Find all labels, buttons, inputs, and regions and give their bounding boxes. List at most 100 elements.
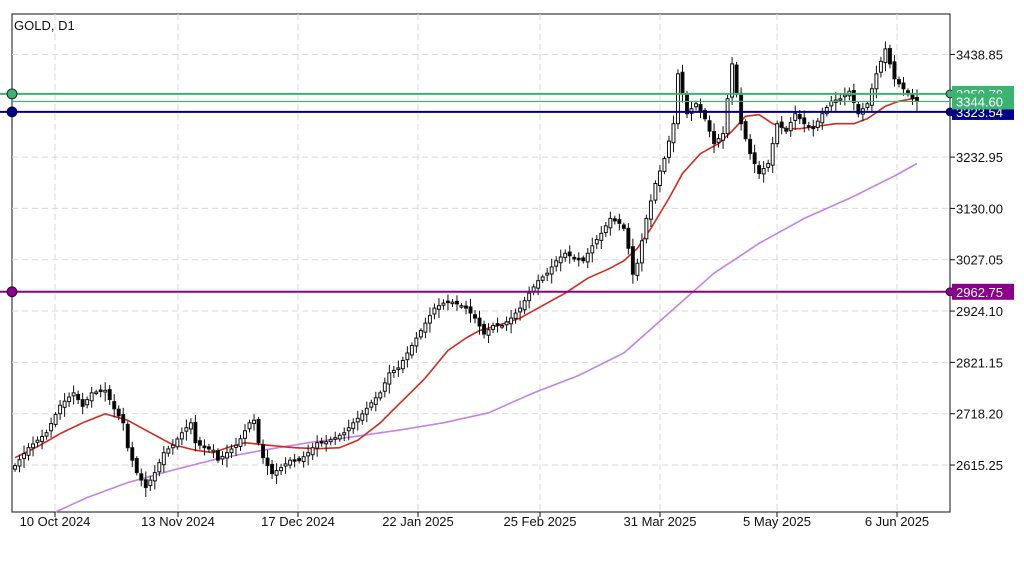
candle — [563, 249, 568, 262]
candle — [265, 449, 270, 476]
candle — [148, 475, 153, 491]
candle — [509, 309, 514, 334]
candle-body — [621, 224, 626, 229]
candle — [644, 214, 649, 244]
candle-body — [364, 407, 369, 415]
candle — [734, 61, 739, 98]
candle — [838, 94, 843, 105]
horizontal-line-handle[interactable] — [6, 286, 18, 298]
candle-body — [666, 140, 671, 158]
horizontal-line-handle[interactable] — [6, 88, 18, 100]
plot-area — [11, 13, 951, 513]
candle-body — [423, 322, 428, 333]
candle-body — [901, 82, 906, 90]
candle — [125, 421, 130, 452]
candle-body — [391, 369, 396, 374]
horizontal-line-handle[interactable] — [6, 106, 18, 118]
candle — [874, 65, 879, 99]
candle-body — [585, 252, 590, 263]
candle — [310, 443, 315, 460]
candlesticks — [13, 41, 919, 498]
candle-body — [757, 165, 762, 175]
candle-body — [865, 103, 870, 109]
x-tick-label: 22 Jan 2025 — [382, 514, 454, 529]
candle — [468, 298, 473, 323]
candle — [80, 392, 85, 415]
y-axis: 3438.85 3232.95 3130.00 3027.05 2924.10 2821.… — [950, 47, 1003, 473]
candle — [306, 444, 311, 466]
candle-body — [761, 168, 766, 175]
candle — [193, 414, 198, 452]
candle-body — [247, 422, 252, 430]
candle — [459, 303, 464, 309]
candle-body — [342, 432, 347, 436]
candle — [779, 116, 784, 135]
candle — [441, 299, 446, 310]
candle — [49, 417, 54, 438]
candle-body — [896, 79, 901, 85]
candle-body — [486, 329, 491, 336]
candle — [639, 233, 644, 272]
candle-body — [626, 227, 631, 249]
candle — [67, 392, 72, 407]
candle — [901, 77, 906, 96]
chart-title: GOLD, D1 — [14, 18, 75, 33]
candle-body — [328, 439, 333, 443]
candle-body — [252, 419, 256, 425]
candle — [576, 252, 581, 267]
candle-body — [211, 449, 216, 453]
candle — [351, 418, 356, 434]
candle — [315, 435, 320, 457]
candle-body — [53, 413, 58, 425]
candle-body — [76, 393, 81, 401]
candle — [486, 323, 491, 344]
candle-body — [337, 434, 342, 440]
gridlines — [12, 14, 950, 512]
candle — [58, 400, 63, 420]
candle-body — [676, 73, 680, 125]
candle-body — [522, 300, 527, 311]
candle-body — [856, 103, 861, 115]
candle-body — [554, 260, 559, 267]
candle — [26, 443, 31, 461]
y-tick-label: 2718.20 — [956, 407, 1003, 422]
candle — [626, 223, 631, 255]
candle-body — [878, 60, 883, 73]
candle — [337, 432, 342, 442]
x-axis: 10 Oct 2024 13 Nov 2024 17 Dec 2024 22 Jan … — [20, 512, 929, 529]
candle — [558, 249, 563, 272]
candle-body — [319, 441, 324, 444]
candle-body — [193, 421, 198, 444]
candle-body — [414, 337, 419, 347]
candle — [22, 445, 26, 468]
candle — [612, 215, 617, 225]
candle-body — [869, 88, 874, 106]
candle-body — [513, 312, 518, 319]
candle-body — [545, 272, 550, 276]
candle-body — [315, 442, 320, 449]
horizontal-lines — [0, 88, 955, 298]
candle — [567, 245, 572, 264]
candle-body — [26, 447, 31, 456]
candle-body — [608, 217, 613, 229]
candle — [89, 386, 94, 408]
candle — [666, 135, 671, 164]
candle — [450, 299, 455, 308]
candle-body — [603, 225, 608, 234]
candle-body — [373, 397, 378, 405]
candle-body — [464, 305, 468, 309]
candle-body — [784, 128, 789, 132]
candle-body — [310, 447, 315, 456]
y-tick-label: 3232.95 — [956, 150, 1003, 165]
candle-body — [49, 423, 54, 432]
candle-body — [432, 307, 437, 315]
candle — [761, 161, 766, 183]
candle-body — [657, 170, 662, 186]
candle-body — [31, 443, 36, 449]
candle — [157, 458, 162, 477]
candle-body — [346, 427, 351, 432]
candle — [802, 110, 807, 133]
candle-body — [459, 305, 464, 308]
candle-body — [85, 399, 90, 406]
